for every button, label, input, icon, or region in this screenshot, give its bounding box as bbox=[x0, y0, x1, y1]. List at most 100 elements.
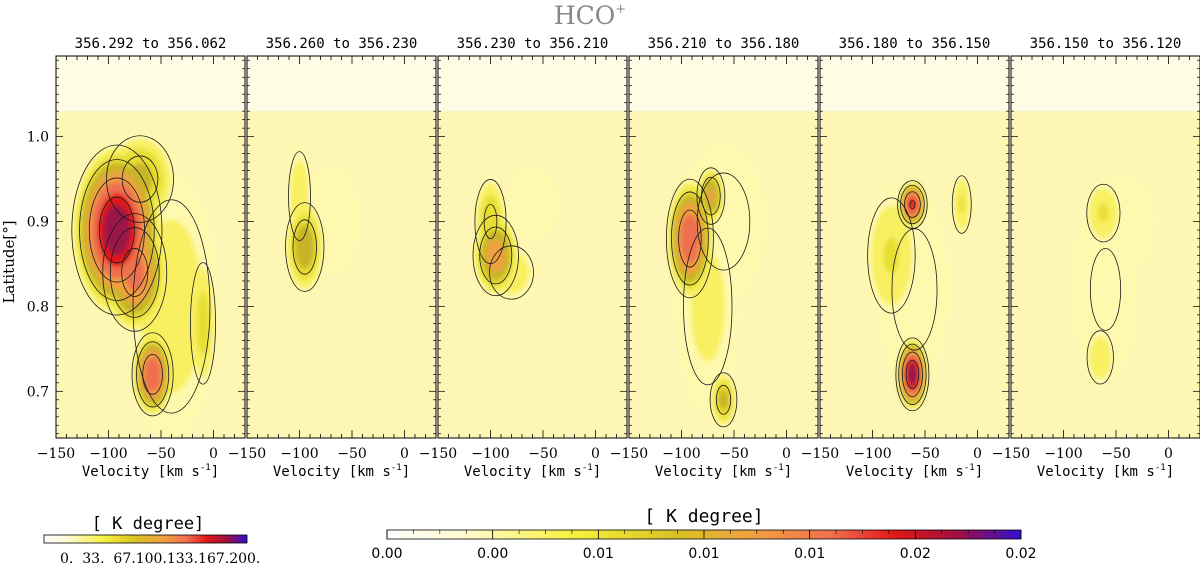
colorbar-right-ticks: 0.00 0.00 0.01 0.01 0.01 0.02 0.02 bbox=[371, 530, 1037, 562]
x-tick-label: −50 bbox=[1101, 446, 1131, 462]
x-tick-label: 0 bbox=[209, 446, 218, 462]
panel-emission-floor bbox=[247, 111, 436, 438]
contour-line bbox=[1086, 330, 1114, 385]
x-axis-label: Velocity [km s-1] bbox=[1037, 463, 1174, 480]
y-tick-label: 0.8 bbox=[27, 299, 49, 315]
colorbar-right-label: [ K degree] bbox=[644, 506, 763, 527]
x-tick-label: −150 bbox=[801, 446, 839, 462]
contour-line bbox=[696, 172, 751, 271]
panel-label: 356.230 to 356.210 bbox=[457, 36, 609, 52]
emission-blob bbox=[144, 357, 162, 392]
x-tick-label: −150 bbox=[610, 446, 648, 462]
contour-line bbox=[136, 341, 170, 408]
x-tick-label: −100 bbox=[662, 446, 700, 462]
contour-line bbox=[106, 135, 174, 223]
x-tick-label: −150 bbox=[37, 446, 75, 462]
y-tick-label: 0.7 bbox=[27, 384, 49, 400]
contour-line bbox=[671, 191, 709, 286]
x-tick-label: 0 bbox=[591, 446, 600, 462]
contour-line bbox=[701, 176, 721, 216]
emission-blob bbox=[1098, 203, 1109, 223]
colorbar-left: [ K degree] 0. 33. 67.100.133.167.200. bbox=[43, 514, 260, 566]
panel-4: −150 −100 −50 0 356.210 to 356.180 Velocity [… bbox=[610, 36, 819, 480]
emission-blob bbox=[718, 389, 729, 411]
x-tick-label: −50 bbox=[719, 446, 749, 462]
colorbar-left-ticks: 0. 33. 67.100.133.167.200. bbox=[60, 551, 260, 566]
x-tick-label: −100 bbox=[853, 446, 891, 462]
contour-line bbox=[288, 151, 311, 241]
y-axis-label: Latitude[°] bbox=[0, 220, 18, 303]
emission-blob bbox=[506, 168, 559, 242]
contour-line bbox=[867, 197, 916, 314]
x-axis-label: Velocity [km s-1] bbox=[655, 463, 792, 480]
contour-line bbox=[285, 202, 325, 292]
contour-line bbox=[909, 200, 916, 210]
contour-line bbox=[904, 191, 921, 218]
contour-line bbox=[905, 359, 920, 389]
panel-label: 356.260 to 356.230 bbox=[266, 36, 418, 52]
colorbar-tick-label: 0.00 bbox=[371, 546, 402, 562]
emission-blob bbox=[1089, 335, 1112, 380]
colorbar-tick-label: 0.01 bbox=[794, 546, 825, 562]
y-tick-label: 0.9 bbox=[27, 215, 49, 231]
chart-title-superscript: + bbox=[615, 2, 626, 17]
x-tick-label: −100 bbox=[89, 446, 127, 462]
contour-line bbox=[665, 178, 714, 299]
contour-line bbox=[895, 337, 930, 412]
contour-line bbox=[678, 209, 702, 268]
contour-line bbox=[71, 144, 163, 316]
chart-title-text: HCO bbox=[554, 1, 615, 30]
x-tick-label: −100 bbox=[280, 446, 318, 462]
contour-line bbox=[99, 196, 135, 264]
colorbar-tick-label: 0.00 bbox=[477, 546, 508, 562]
colorbar-tick-label: 0.01 bbox=[688, 546, 719, 562]
y-tick-label: 1.0 bbox=[27, 130, 49, 146]
contour-line bbox=[696, 167, 726, 225]
emission-blob bbox=[486, 239, 505, 272]
panels: −150 −100 −50 0 356.292 to 356.062 Velocity [… bbox=[37, 36, 1200, 480]
x-tick-label: −100 bbox=[1044, 446, 1082, 462]
contour-line bbox=[479, 226, 513, 285]
contour-line bbox=[109, 227, 160, 318]
colorbar-tick-label: 0.02 bbox=[900, 546, 931, 562]
panel-1: −150 −100 −50 0 356.292 to 356.062 Velocity [… bbox=[37, 36, 246, 480]
contour-line bbox=[190, 262, 216, 385]
contour-line bbox=[102, 213, 168, 332]
contour-line bbox=[1086, 183, 1121, 243]
x-tick-label: 0 bbox=[782, 446, 791, 462]
colorbar-right: [ K degree] 0.00 0.00 0.01 0.01 0.01 0.02 0.02 bbox=[371, 506, 1036, 562]
panel-2: −150 −100 −50 0 356.260 to 356.230 Velocity [… bbox=[228, 36, 437, 480]
x-tick-label: −50 bbox=[910, 446, 940, 462]
panel-5: −150 −100 −50 0 356.180 to 356.150 Velocity [… bbox=[801, 36, 1010, 480]
x-tick-label: −100 bbox=[471, 446, 509, 462]
contour-line bbox=[901, 351, 923, 398]
contour-line bbox=[898, 343, 927, 405]
contour-line bbox=[951, 175, 972, 234]
contour-line bbox=[709, 372, 738, 428]
contour-line bbox=[489, 245, 534, 300]
x-tick-label: −150 bbox=[228, 446, 266, 462]
colorbar-tick-label: 0.01 bbox=[583, 546, 614, 562]
x-tick-label: −50 bbox=[528, 446, 558, 462]
colorbar-left-bar bbox=[43, 534, 248, 544]
x-axis-label: Velocity [km s-1] bbox=[273, 463, 410, 480]
x-tick-label: 0 bbox=[400, 446, 409, 462]
y-tick-labels: 0.7 0.8 0.9 1.0 bbox=[27, 130, 49, 401]
panel-3: −150 −100 −50 0 356.230 to 356.210 Velocity [… bbox=[419, 36, 628, 480]
x-tick-label: 0 bbox=[973, 446, 982, 462]
emission-blob bbox=[295, 224, 315, 270]
emission-blob bbox=[680, 214, 700, 263]
emission-blob bbox=[958, 195, 965, 214]
contour-line bbox=[900, 184, 925, 225]
contour-line bbox=[891, 228, 938, 351]
colorbar-tick-label: 0.02 bbox=[1005, 546, 1036, 562]
contour-line bbox=[132, 199, 211, 414]
contour-line bbox=[131, 332, 174, 417]
contour-line bbox=[79, 159, 155, 301]
x-tick-label: −150 bbox=[419, 446, 457, 462]
contour-line bbox=[483, 203, 498, 240]
emission-blob bbox=[907, 363, 918, 386]
contour-line bbox=[1089, 248, 1122, 331]
emission-blob bbox=[196, 291, 210, 356]
